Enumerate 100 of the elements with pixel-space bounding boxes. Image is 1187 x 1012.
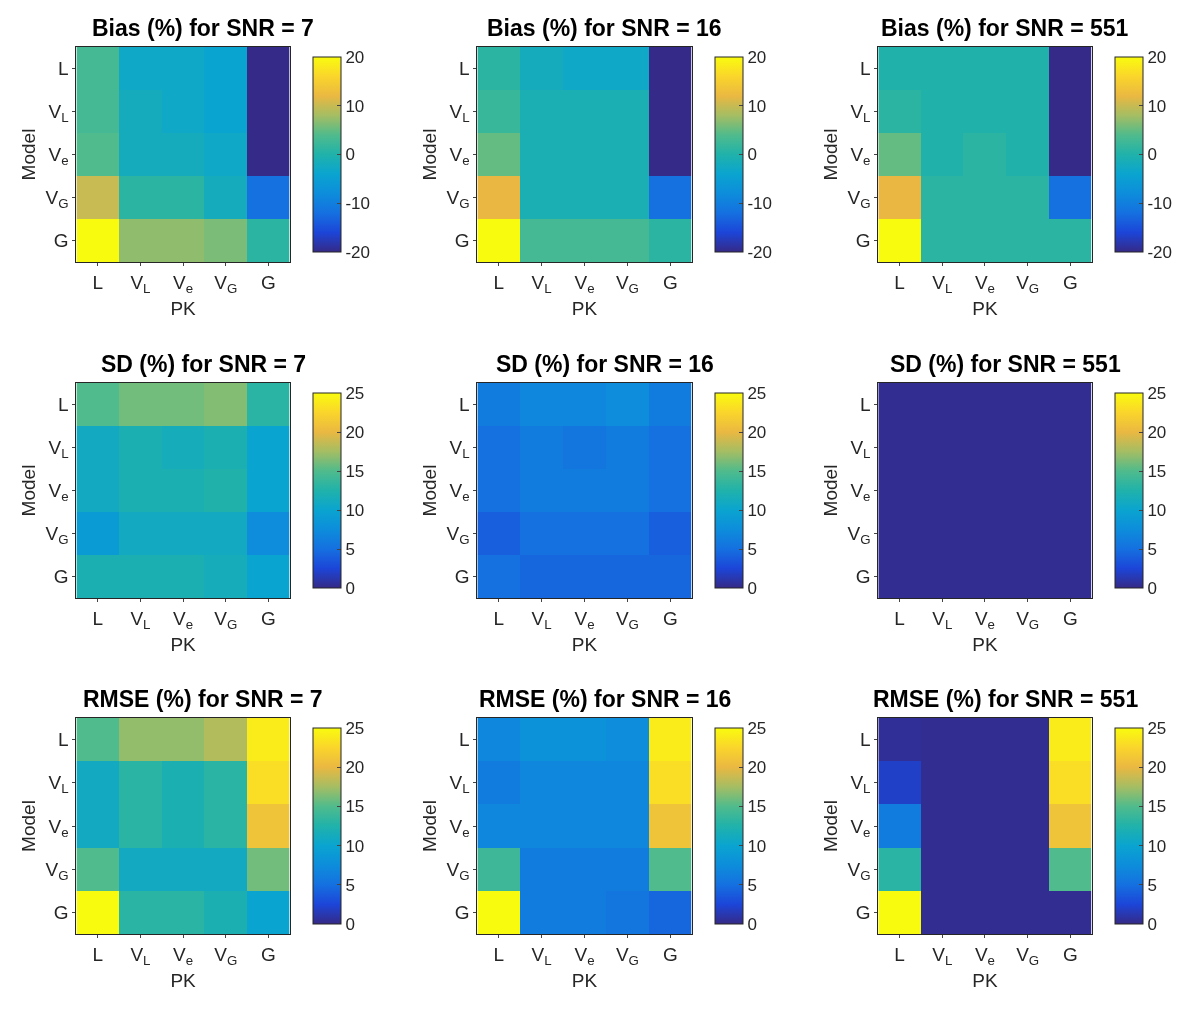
x-tick-label: V$_{G}$ <box>214 271 238 296</box>
y-tick-label: G <box>454 566 470 588</box>
y-tick-label: L <box>859 729 871 751</box>
x-tick-label: V$_{G}$ <box>615 943 639 968</box>
x-tick-label: V$_{e}$ <box>173 943 194 968</box>
color-bar-label: 25 <box>345 718 365 738</box>
y-tick-label: V$_{L}$ <box>850 772 871 797</box>
y-tick-label: V$_{G}$ <box>847 858 871 883</box>
color-bar-label: 15 <box>747 461 767 481</box>
color-bar-label: 5 <box>747 875 757 895</box>
y-tick-label: V$_{L}$ <box>449 437 470 462</box>
color-bar-label: -20 <box>1147 242 1172 262</box>
y-tick-label: V$_{L}$ <box>48 101 69 126</box>
y-tick-label: L <box>58 58 69 80</box>
y-tick-label: V$_{e}$ <box>449 480 470 505</box>
y-tick-label: L <box>58 394 69 416</box>
x-tick-label: V$_{e}$ <box>574 607 595 632</box>
chart-title: RMSE (%) for SNR = 16 <box>479 686 732 712</box>
y-tick-label: V$_{L}$ <box>48 437 69 462</box>
chart-title: SD (%) for SNR = 7 <box>101 351 307 377</box>
y-tick-label: L <box>58 729 69 751</box>
x-axis-title: PK <box>170 297 197 319</box>
x-tick-label: V$_{e}$ <box>974 607 996 632</box>
y-tick-label: V$_{e}$ <box>850 815 871 840</box>
x-axis-title: PK <box>571 969 598 991</box>
color-bar-label: -20 <box>747 242 772 262</box>
color-bar-label: 5 <box>1147 875 1157 895</box>
x-tick-label: V$_{L}$ <box>531 271 552 296</box>
x-tick-label: L <box>92 271 104 293</box>
y-tick-label: L <box>859 58 871 80</box>
x-tick-label: V$_{L}$ <box>531 943 552 968</box>
color-bar-label: 10 <box>1147 96 1167 116</box>
color-bar-label: 0 <box>345 578 355 598</box>
x-tick-label: L <box>493 607 505 629</box>
color-bar-label: 25 <box>345 383 365 403</box>
y-tick-label: V$_{L}$ <box>449 772 470 797</box>
y-tick-label: G <box>855 902 871 924</box>
x-tick-label: G <box>662 943 678 965</box>
color-bar-label: -10 <box>1147 194 1172 214</box>
color-bar-label: 5 <box>345 539 355 559</box>
chart-title: SD (%) for SNR = 16 <box>496 351 714 377</box>
x-tick-label: L <box>894 271 905 293</box>
x-tick-label: V$_{e}$ <box>974 943 996 968</box>
x-tick-label: G <box>662 271 678 293</box>
x-tick-label: V$_{G}$ <box>1016 607 1040 632</box>
y-tick-label: G <box>53 902 69 924</box>
y-tick-label: V$_{G}$ <box>446 858 470 883</box>
y-tick-label: V$_{e}$ <box>850 480 871 505</box>
y-tick-label: V$_{G}$ <box>446 187 470 212</box>
x-axis-title: PK <box>170 633 197 655</box>
x-tick-label: V$_{e}$ <box>974 271 996 296</box>
y-tick-label: V$_{L}$ <box>48 772 69 797</box>
y-tick-label: G <box>53 566 69 588</box>
x-tick-label: G <box>261 943 276 965</box>
y-tick-label: V$_{e}$ <box>850 144 871 169</box>
color-bar-label: 10 <box>747 836 767 856</box>
color-bar-label: 10 <box>747 500 767 520</box>
x-tick-label: G <box>1062 943 1078 965</box>
x-tick-label: G <box>261 271 276 293</box>
color-bar-label: 15 <box>1147 461 1167 481</box>
y-tick-label: L <box>859 394 871 416</box>
x-tick-label: V$_{G}$ <box>214 943 238 968</box>
x-tick-label: V$_{G}$ <box>615 607 639 632</box>
chart-title: SD (%) for SNR = 551 <box>890 351 1121 377</box>
y-tick-label: V$_{e}$ <box>449 815 470 840</box>
y-tick-label: V$_{G}$ <box>446 523 470 548</box>
y-axis-title: Model <box>18 800 40 852</box>
color-bar-label: 25 <box>1147 383 1167 403</box>
color-bar-label: -20 <box>345 242 370 262</box>
y-axis-title: Model <box>820 800 842 852</box>
x-axis-title: PK <box>571 297 598 319</box>
y-tick-label: G <box>454 230 470 252</box>
y-axis-title: Model <box>419 128 441 181</box>
color-bar-label: 20 <box>1147 47 1167 67</box>
y-tick-label: G <box>454 902 470 924</box>
chart-title: RMSE (%) for SNR = 551 <box>873 686 1139 712</box>
y-tick-label: V$_{L}$ <box>850 101 871 126</box>
y-tick-label: V$_{e}$ <box>48 815 69 840</box>
color-bar-label: 10 <box>747 96 767 116</box>
x-tick-label: V$_{G}$ <box>1016 271 1040 296</box>
x-tick-label: V$_{e}$ <box>173 271 194 296</box>
color-bar-label: 15 <box>345 461 365 481</box>
y-tick-label: V$_{L}$ <box>449 101 470 126</box>
x-axis-title: PK <box>571 633 598 655</box>
color-bar-label: 10 <box>1147 500 1167 520</box>
x-tick-label: L <box>493 271 505 293</box>
x-tick-label: G <box>1062 271 1078 293</box>
chart-title: Bias (%) for SNR = 7 <box>92 15 314 41</box>
color-bar-label: 0 <box>1147 914 1157 934</box>
x-tick-label: V$_{e}$ <box>574 271 595 296</box>
x-tick-label: L <box>894 943 905 965</box>
x-tick-label: L <box>894 607 905 629</box>
color-bar-label: 10 <box>345 96 365 116</box>
chart-title: Bias (%) for SNR = 16 <box>487 15 722 41</box>
y-tick-label: G <box>53 230 69 252</box>
y-tick-label: V$_{G}$ <box>45 858 69 883</box>
y-axis-title: Model <box>419 464 441 517</box>
x-tick-label: V$_{L}$ <box>932 607 953 632</box>
x-tick-label: V$_{L}$ <box>130 607 151 632</box>
chart-title: RMSE (%) for SNR = 7 <box>83 686 323 712</box>
